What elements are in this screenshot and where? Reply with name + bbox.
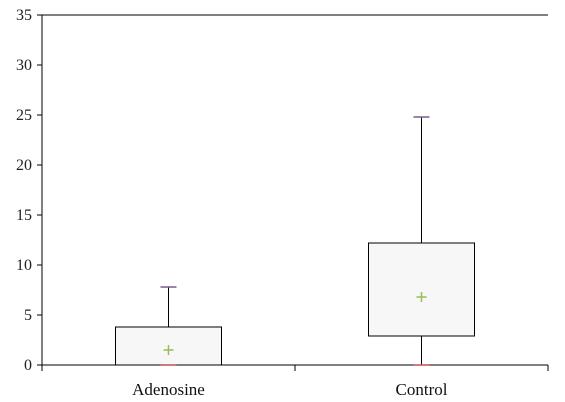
y-axis: 0 5 10 15 20 25 30 35 bbox=[16, 7, 548, 374]
box-adenosine bbox=[115, 286, 222, 366]
boxes bbox=[115, 116, 475, 366]
box-control bbox=[368, 116, 475, 366]
y-tick-label: 25 bbox=[16, 107, 32, 124]
y-tick-label: 15 bbox=[16, 207, 32, 224]
y-tick-label: 30 bbox=[16, 57, 32, 74]
y-tick-label: 0 bbox=[24, 357, 32, 374]
x-axis: Adenosine Control bbox=[41, 364, 549, 399]
box-iqr bbox=[368, 242, 475, 337]
y-tick-label: 35 bbox=[16, 7, 32, 24]
y-tick-label: 10 bbox=[16, 257, 32, 274]
y-tick-label: 5 bbox=[24, 307, 32, 324]
x-category-label: Adenosine bbox=[132, 380, 205, 399]
x-category-label: Control bbox=[396, 380, 448, 399]
y-tick-label: 20 bbox=[16, 157, 32, 174]
